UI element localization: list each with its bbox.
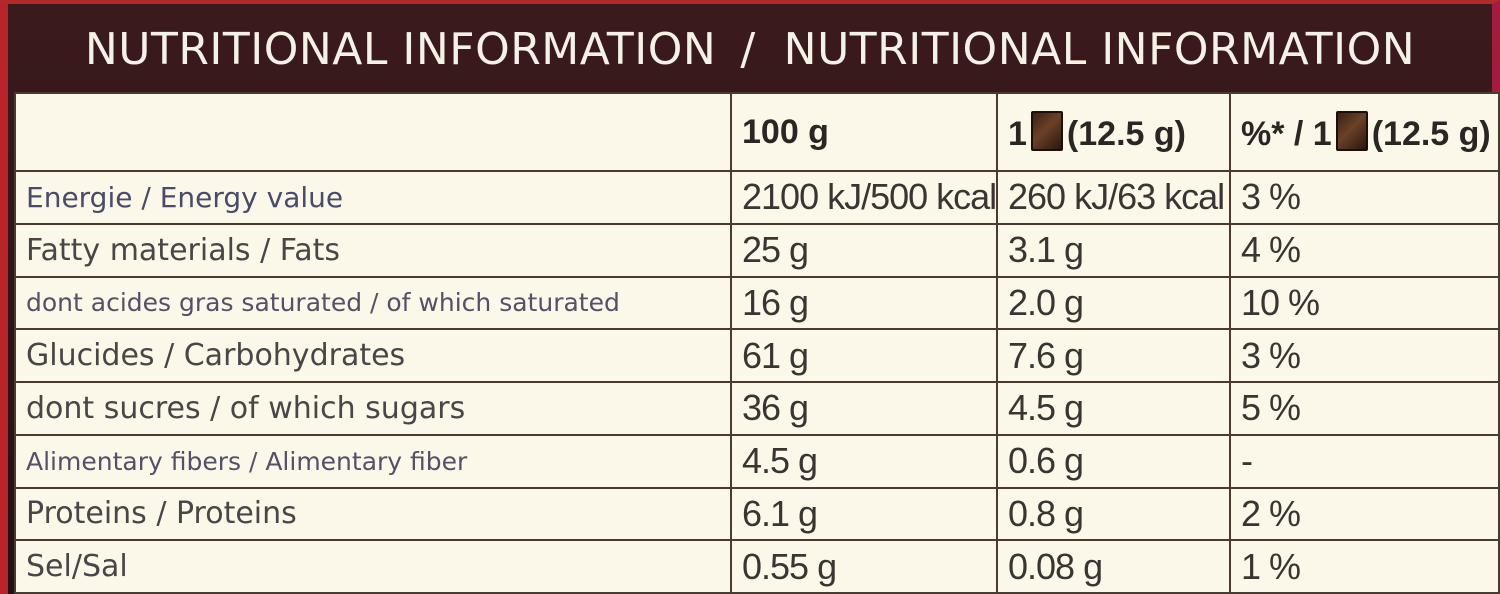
row-label: Energie / Energy value bbox=[14, 170, 732, 225]
header-percent-suffix: (12.5 g) bbox=[1371, 114, 1491, 153]
row-percent: 1 % bbox=[1229, 539, 1500, 594]
row-per-100g: 36 g bbox=[730, 381, 998, 436]
table-row: dont sucres / of which sugars 36 g 4.5 g… bbox=[14, 381, 1500, 436]
row-percent: 2 % bbox=[1229, 486, 1500, 542]
table-row: dont acides gras saturated / of which sa… bbox=[14, 275, 1500, 331]
row-per-100g: 0.55 g bbox=[730, 539, 998, 594]
row-percent: 5 % bbox=[1229, 381, 1500, 436]
row-per-piece: 2.0 g bbox=[996, 275, 1231, 331]
row-per-piece: 0.8 g bbox=[996, 486, 1231, 542]
table-header-row: 100 g 1 (12.5 g) %* / 1 (12.5 g) bbox=[14, 92, 1500, 172]
row-per-100g: 4.5 g bbox=[730, 433, 998, 489]
row-label: dont sucres / of which sugars bbox=[14, 381, 732, 436]
chocolate-piece-icon bbox=[1030, 110, 1063, 151]
row-per-100g: 25 g bbox=[730, 222, 998, 278]
title-left: NUTRITIONAL INFORMATION bbox=[84, 23, 717, 75]
table-row: Fatty materials / Fats 25 g 3.1 g 4 % bbox=[14, 222, 1500, 278]
row-label: dont acides gras saturated / of which sa… bbox=[14, 275, 732, 331]
table-row: Energie / Energy value 2100 kJ/500 kcal … bbox=[14, 170, 1500, 225]
row-percent: 3 % bbox=[1229, 328, 1500, 383]
row-per-piece: 4.5 g bbox=[996, 381, 1231, 436]
row-label: Glucides / Carbohydrates bbox=[14, 328, 732, 383]
header-per-piece: 1 (12.5 g) bbox=[996, 92, 1231, 172]
row-percent: 10 % bbox=[1229, 275, 1500, 331]
row-per-100g: 61 g bbox=[730, 328, 998, 383]
title-separator: / bbox=[740, 23, 756, 75]
row-per-piece: 7.6 g bbox=[996, 328, 1231, 383]
nutrition-table: 100 g 1 (12.5 g) %* / 1 (12.5 g) Energie /… bbox=[14, 92, 1500, 594]
row-percent: 4 % bbox=[1229, 222, 1500, 278]
row-per-100g: 2100 kJ/500 kcal bbox=[730, 170, 998, 225]
header-per-piece-suffix: (12.5 g) bbox=[1066, 114, 1186, 153]
header-per-piece-prefix: 1 bbox=[1008, 114, 1027, 153]
row-label: Alimentary fibers / Alimentary fiber bbox=[14, 433, 732, 489]
header-label-cell bbox=[14, 92, 732, 172]
row-per-piece: 0.6 g bbox=[996, 433, 1231, 489]
header-percent-prefix: %* / 1 bbox=[1241, 114, 1332, 153]
table-row: Sel/Sal 0.55 g 0.08 g 1 % bbox=[14, 539, 1500, 594]
row-percent: 3 % bbox=[1229, 170, 1500, 225]
header-percent: %* / 1 (12.5 g) bbox=[1229, 92, 1500, 172]
table-row: Glucides / Carbohydrates 61 g 7.6 g 3 % bbox=[14, 328, 1500, 383]
row-label: Sel/Sal bbox=[14, 539, 732, 594]
row-percent: - bbox=[1229, 433, 1500, 489]
row-per-100g: 16 g bbox=[730, 275, 998, 331]
row-per-piece: 0.08 g bbox=[996, 539, 1231, 594]
header-per-100g: 100 g bbox=[730, 92, 998, 172]
table-row: Alimentary fibers / Alimentary fiber 4.5… bbox=[14, 433, 1500, 489]
chocolate-piece-icon bbox=[1335, 110, 1368, 151]
row-label: Fatty materials / Fats bbox=[14, 222, 732, 278]
title-right: NUTRITIONAL INFORMATION bbox=[783, 23, 1416, 75]
nutrition-title: NUTRITIONAL INFORMATION / NUTRITIONAL IN… bbox=[8, 14, 1492, 84]
row-per-piece: 3.1 g bbox=[996, 222, 1231, 278]
row-per-piece: 260 kJ/63 kcal bbox=[996, 170, 1231, 225]
row-per-100g: 6.1 g bbox=[730, 486, 998, 542]
row-label: Proteins / Proteins bbox=[14, 486, 732, 542]
table-row: Proteins / Proteins 6.1 g 0.8 g 2 % bbox=[14, 486, 1500, 542]
